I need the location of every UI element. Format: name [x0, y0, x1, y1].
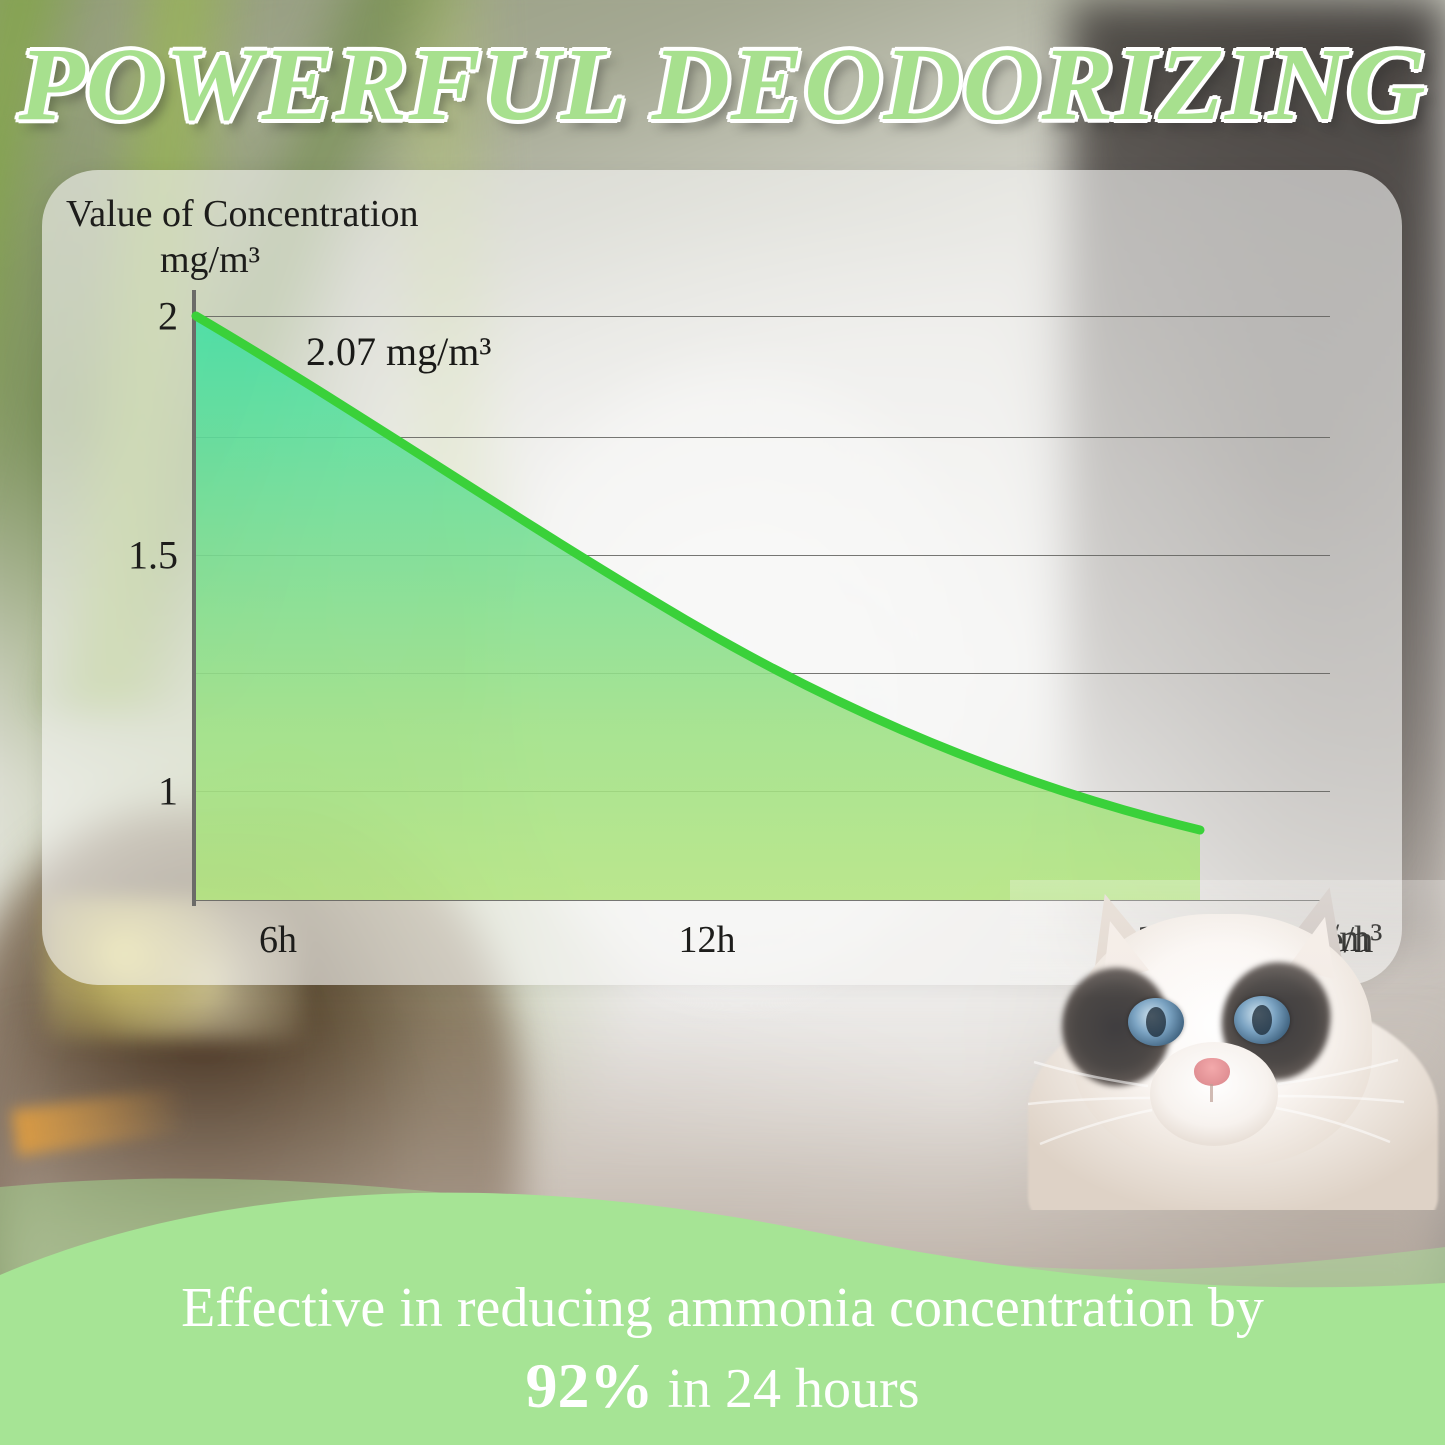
page-title: POWERFUL DEODORIZING	[18, 27, 1427, 142]
y-axis-unit: mg/m³	[160, 239, 261, 281]
y-axis-title: Value of Concentration	[66, 193, 419, 235]
x-tick-12h: 12h	[678, 919, 736, 961]
gridline-1-5	[196, 555, 1330, 556]
y-tick-1-5: 1.5	[128, 532, 178, 578]
gridline-baseline	[196, 900, 1330, 901]
gridline-2	[196, 316, 1330, 317]
cat-pupil-left	[1146, 1007, 1166, 1037]
cat-pupil-right	[1252, 1005, 1272, 1035]
bottom-wave	[0, 1115, 1445, 1445]
wave-front	[0, 1192, 1445, 1445]
gridline-1-75	[196, 437, 1330, 438]
plot-area: 2 1.5 1 6h 12h 24h Time/	[128, 290, 1373, 961]
cat-nose-line	[1210, 1084, 1213, 1102]
concentration-area-chart	[191, 311, 1205, 900]
y-axis-line	[192, 290, 196, 906]
bottom-statement: Effective in reducing ammonia concentrat…	[0, 1245, 1445, 1445]
y-tick-1: 1	[158, 768, 178, 814]
chart-card: Value of Concentration mg/m³ 2 1.5 1	[42, 170, 1402, 985]
x-tick-6h: 6h	[259, 919, 297, 961]
y-tick-2: 2	[158, 293, 178, 339]
start-value-label: 2.07 mg/m³	[306, 329, 492, 374]
bottom-line-2: 92% in 24 hours	[0, 1345, 1445, 1427]
cat-nose	[1194, 1058, 1230, 1086]
bottom-line-1: Effective in reducing ammonia concentrat…	[181, 1277, 1264, 1339]
wave-shapes	[0, 1178, 1445, 1445]
concentration-line	[191, 311, 1205, 835]
reduction-percent: 92%	[525, 1349, 654, 1421]
cat-whiskers-icon	[1027, 1058, 1405, 1146]
reduction-duration: in 24 hours	[653, 1357, 920, 1420]
